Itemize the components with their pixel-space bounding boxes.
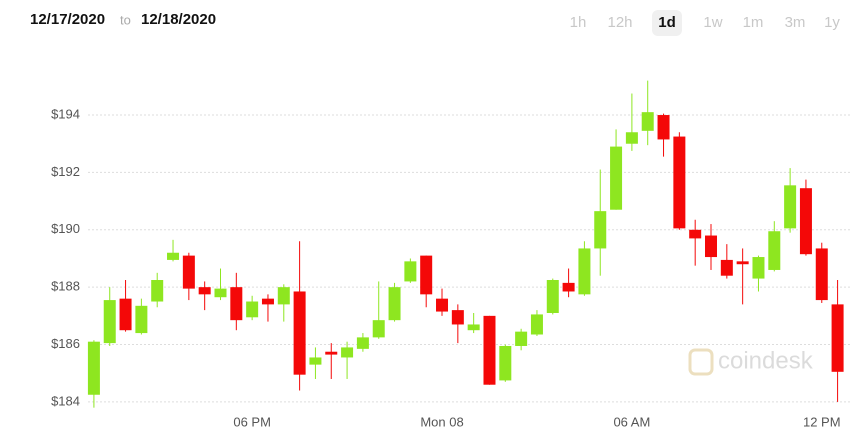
candle-body <box>420 255 433 295</box>
range-button-bg <box>652 10 682 36</box>
candle-body <box>815 248 828 301</box>
watermark-text: coindesk <box>718 347 814 374</box>
range-button[interactable]: 1h <box>570 14 587 31</box>
candle-body <box>103 300 116 344</box>
candle-body <box>341 347 354 358</box>
candle-body <box>167 252 180 260</box>
range-button[interactable]: 1y <box>824 14 840 31</box>
candle-body <box>309 357 322 365</box>
candle-body <box>831 304 844 372</box>
candle-body <box>151 280 164 302</box>
candle-body <box>467 324 480 331</box>
candle-body <box>784 185 797 229</box>
candle-body <box>214 288 227 298</box>
range-button[interactable]: 1m <box>743 14 764 31</box>
range-button[interactable]: 1d <box>658 14 676 31</box>
y-tick-label: $194 <box>51 106 80 121</box>
candle-body <box>689 229 702 239</box>
x-tick-label: 06 AM <box>613 414 650 429</box>
y-tick-label: $192 <box>51 164 80 179</box>
candle-body <box>546 280 559 313</box>
candle-body <box>119 298 132 331</box>
candle-body <box>135 305 148 334</box>
x-tick-label: 12 PM <box>803 414 841 429</box>
date-separator: to <box>120 12 131 27</box>
y-tick-label: $190 <box>51 221 80 236</box>
candle-body <box>87 341 100 395</box>
candle-body <box>515 331 528 346</box>
range-button[interactable]: 3m <box>785 14 806 31</box>
candle-body <box>594 211 607 249</box>
candle-body <box>610 146 623 210</box>
candle-body <box>483 315 496 385</box>
candle-body <box>736 261 749 265</box>
candle-body <box>720 259 733 276</box>
candle-body <box>799 188 812 255</box>
candle-body <box>562 282 575 292</box>
candle-body <box>277 287 290 305</box>
candle-body <box>530 314 543 335</box>
candle-body <box>768 231 781 270</box>
candle-body <box>752 257 765 279</box>
candle-body <box>246 301 259 318</box>
candle-body <box>293 291 306 375</box>
range-button[interactable]: 1w <box>703 14 722 31</box>
candle-body <box>641 112 654 131</box>
candle-body <box>451 310 464 325</box>
x-tick-label: Mon 08 <box>420 414 463 429</box>
candle-body <box>436 298 449 312</box>
y-tick-label: $184 <box>51 393 80 408</box>
candle-body <box>372 320 385 338</box>
candle-body <box>657 115 670 140</box>
candle-body <box>578 248 591 295</box>
candle-body <box>388 287 401 321</box>
candle-body <box>625 132 638 144</box>
candle-body <box>705 235 718 258</box>
candle-body <box>356 337 369 349</box>
candle-body <box>673 136 686 229</box>
watermark-icon <box>688 348 714 376</box>
candle-body <box>230 287 243 321</box>
watermark: coindesk <box>688 347 814 376</box>
y-tick-label: $186 <box>51 336 80 351</box>
date-from: 12/17/2020 <box>30 11 105 28</box>
candle-body <box>499 345 512 381</box>
candle-body <box>198 287 211 295</box>
candle-body <box>182 255 195 289</box>
candle-body <box>325 351 338 355</box>
date-to: 12/18/2020 <box>141 11 216 28</box>
x-tick-label: 06 PM <box>233 414 271 429</box>
y-tick-label: $188 <box>51 279 80 294</box>
candle-body <box>261 298 274 305</box>
range-button[interactable]: 12h <box>607 14 632 31</box>
candle-body <box>404 261 417 282</box>
